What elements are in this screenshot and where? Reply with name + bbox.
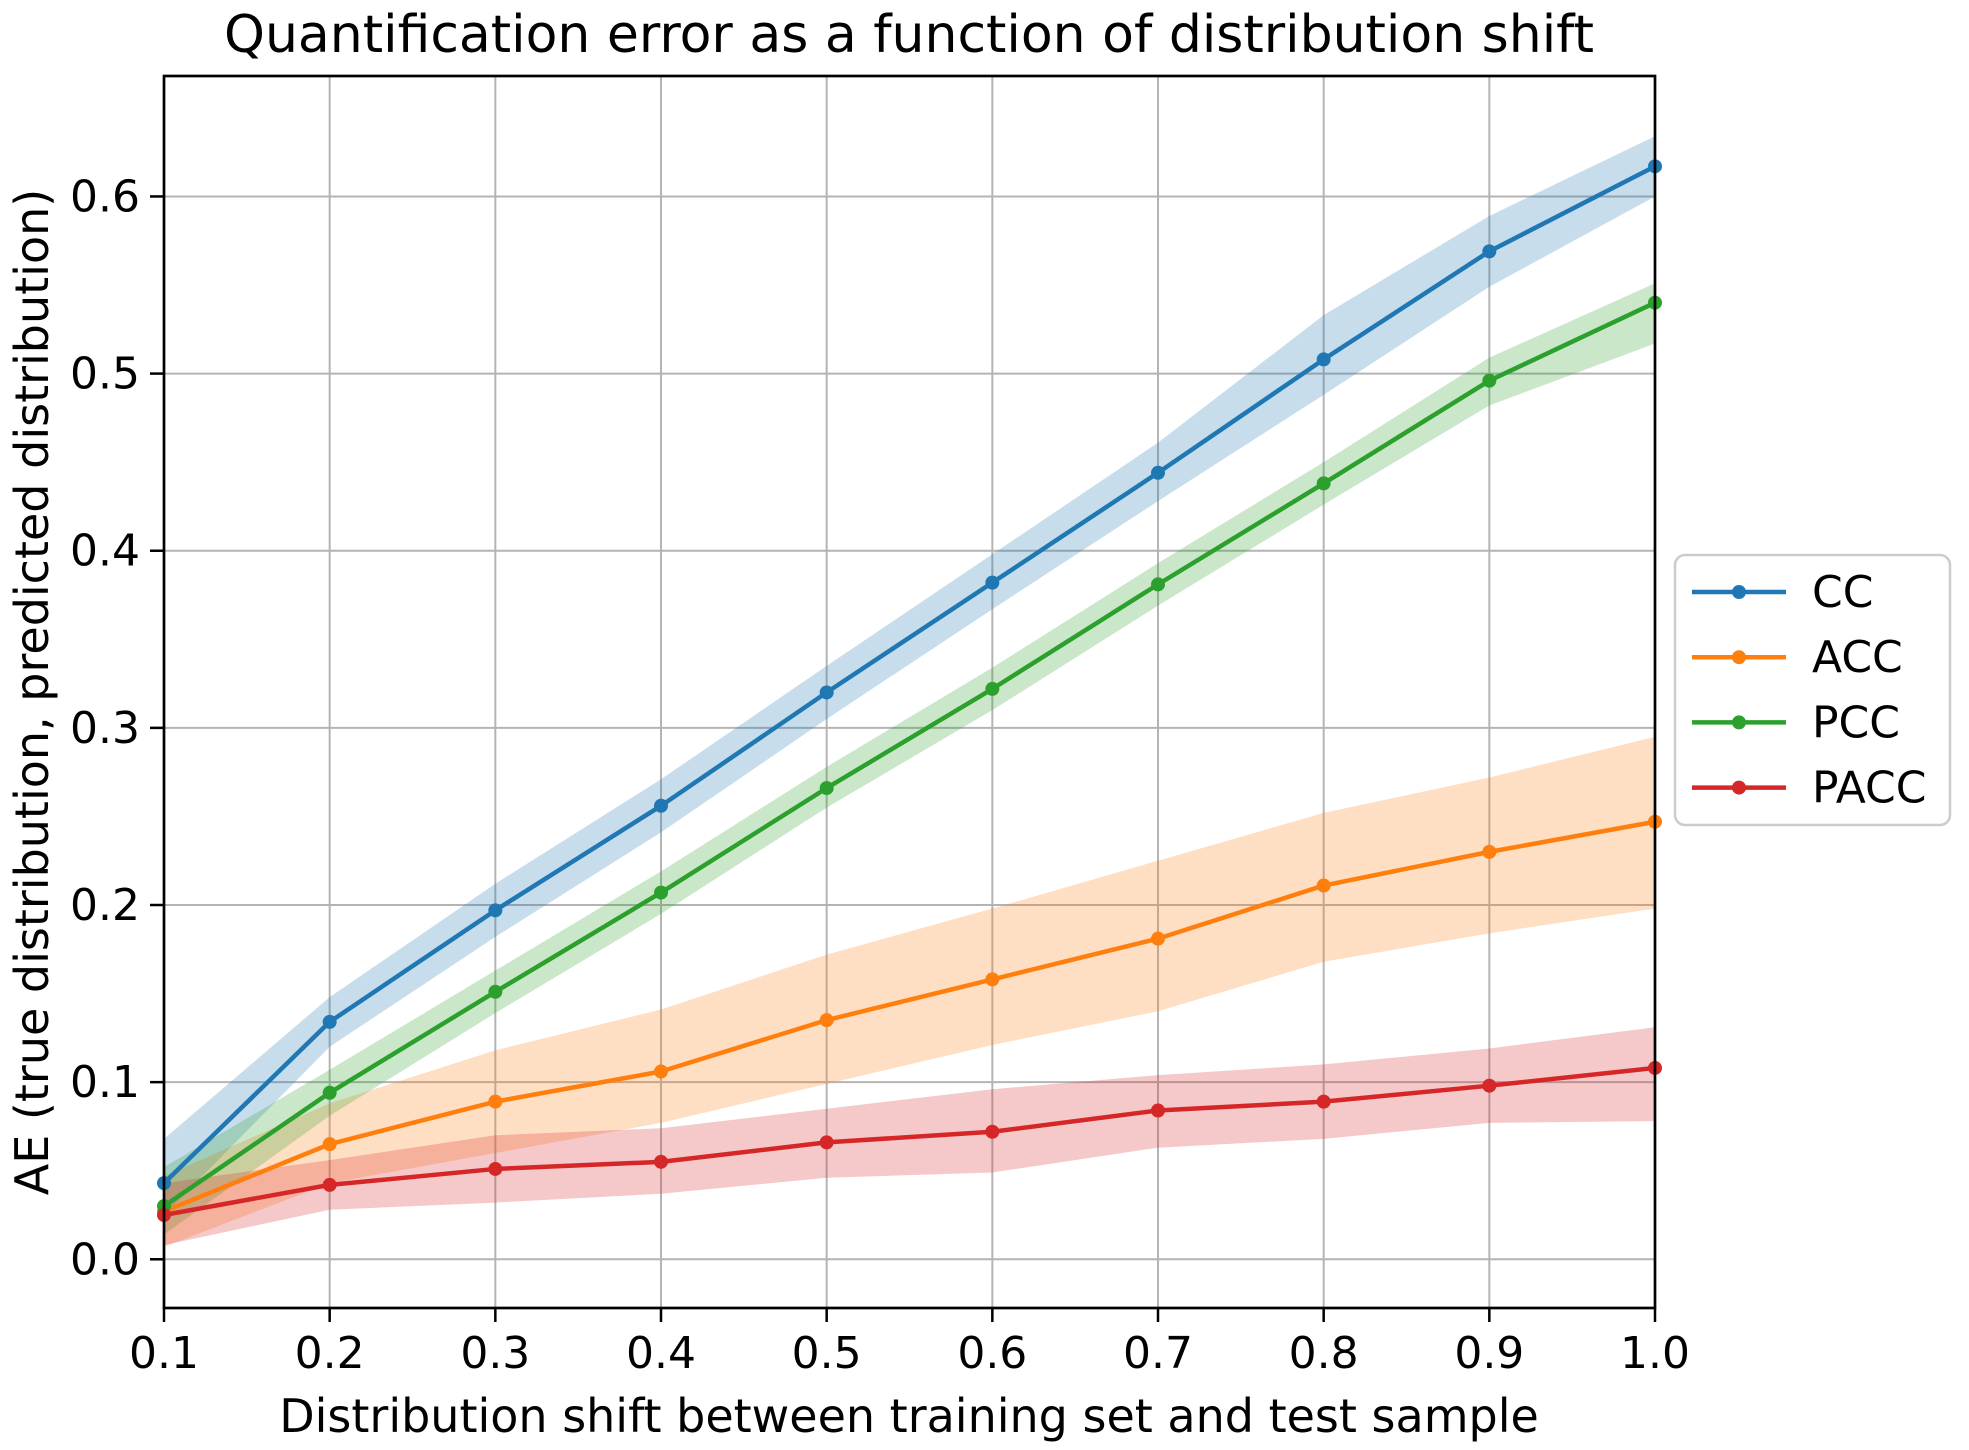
x-tick-label: 1.0 <box>1620 1328 1690 1379</box>
marker-CC <box>322 1014 337 1029</box>
marker-PACC <box>322 1177 337 1192</box>
x-tick-label: 0.4 <box>626 1328 696 1379</box>
legend-label-PCC: PCC <box>1812 697 1900 748</box>
x-tick-label: 0.9 <box>1454 1328 1524 1379</box>
legend-label-ACC: ACC <box>1812 632 1903 683</box>
legend-marker-PACC <box>1732 780 1746 795</box>
chart-title: Quantification error as a function of di… <box>224 5 1594 65</box>
y-tick-label: 0.1 <box>70 1057 140 1108</box>
legend-marker-ACC <box>1732 650 1746 665</box>
band-CC <box>164 136 1655 1216</box>
x-tick-label: 0.6 <box>957 1328 1027 1379</box>
legend-marker-PCC <box>1732 715 1746 730</box>
tick-labels: 0.1 0.2 0.3 0.4 0.5 0.6 0.7 0.8 0.9 1.0 0.0 0.1 0.2 0… <box>70 171 1690 1379</box>
marker-PACC <box>985 1124 1000 1139</box>
legend-items: CC ACC PCC PACC <box>1692 567 1927 814</box>
marker-ACC <box>1482 844 1497 859</box>
marker-PCC <box>985 681 1000 696</box>
marker-ACC <box>488 1094 503 1109</box>
x-tick-label: 0.3 <box>460 1328 530 1379</box>
y-axis-label: AE (true distribution, predicted distrib… <box>5 189 59 1195</box>
marker-PACC <box>1316 1094 1331 1109</box>
series-lines <box>157 159 1662 1223</box>
marker-PCC <box>1151 577 1165 592</box>
legend-box <box>1673 553 1952 827</box>
confidence-bands <box>164 136 1655 1247</box>
legend-marker-CC <box>1732 585 1746 599</box>
legend-label-PACC: PACC <box>1812 763 1927 814</box>
legend-label-CC: CC <box>1812 567 1873 618</box>
marker-CC <box>1151 465 1165 480</box>
marker-PACC <box>1482 1078 1497 1093</box>
plot-border <box>162 74 1657 1310</box>
marker-PACC <box>819 1135 834 1150</box>
marker-PACC <box>1151 1103 1165 1118</box>
marker-PACC <box>654 1154 668 1169</box>
x-tick-label: 0.8 <box>1289 1328 1359 1379</box>
marker-PCC <box>654 885 668 900</box>
marker-ACC <box>322 1137 337 1152</box>
x-axis-label: Distribution shift between training set … <box>279 1389 1539 1443</box>
marker-CC <box>985 575 1000 590</box>
tick-marks <box>150 195 1657 1322</box>
x-tick-label: 0.5 <box>792 1328 862 1379</box>
band-PCC <box>164 283 1655 1235</box>
x-tick-label: 0.7 <box>1123 1328 1193 1379</box>
marker-PCC <box>1316 476 1331 491</box>
marker-ACC <box>654 1064 668 1079</box>
marker-PACC <box>488 1161 503 1176</box>
marker-CC <box>488 903 503 918</box>
marker-ACC <box>1316 878 1331 893</box>
x-tick-label: 0.1 <box>129 1328 199 1379</box>
line-ACC <box>161 819 1658 1214</box>
y-tick-label: 0.3 <box>70 703 140 754</box>
band-ACC <box>164 736 1655 1247</box>
marker-ACC <box>1151 931 1165 946</box>
marker-CC <box>1316 352 1331 367</box>
marker-PCC <box>1482 373 1497 388</box>
y-tick-label: 0.6 <box>70 171 140 222</box>
y-tick-label: 0.4 <box>70 526 140 577</box>
y-tick-label: 0.5 <box>70 349 140 400</box>
marker-ACC <box>819 1013 834 1028</box>
line-PCC <box>161 300 1658 1209</box>
marker-CC <box>1482 244 1497 259</box>
line-PACC <box>161 1065 1658 1218</box>
line-CC <box>161 164 1658 1186</box>
marker-PCC <box>322 1085 337 1100</box>
marker-CC <box>819 685 834 700</box>
y-tick-label: 0.2 <box>70 880 140 931</box>
y-tick-label: 0.0 <box>70 1234 140 1285</box>
x-tick-label: 0.2 <box>295 1328 365 1379</box>
marker-CC <box>654 798 668 813</box>
marker-PCC <box>819 781 834 796</box>
legend: CC ACC PCC PACC <box>1673 553 1952 827</box>
marker-PCC <box>488 984 503 999</box>
marker-ACC <box>985 972 1000 987</box>
